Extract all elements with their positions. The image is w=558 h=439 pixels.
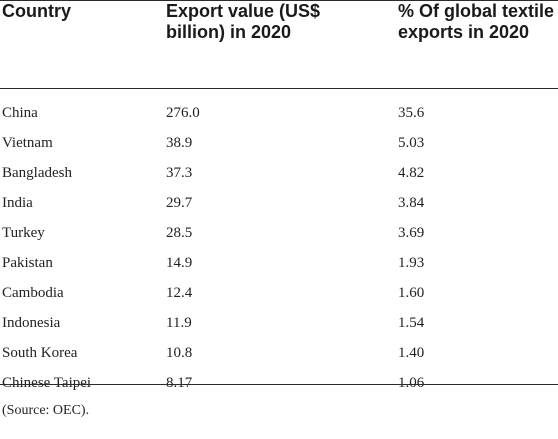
cell-country: Cambodia [2,285,64,301]
cell-country: Pakistan [2,255,53,271]
table-row: Cambodia 12.4 1.60 [0,283,558,313]
cell-country: South Korea [2,345,78,361]
cell-country: India [2,195,33,211]
table-row: Turkey 28.5 3.69 [0,223,558,253]
table-row: Chinese Taipei 8.17 1.06 [0,373,558,403]
cell-export-value: 8.17 [166,375,193,391]
cell-export-value: 11.9 [166,315,192,331]
cell-export-value: 12.4 [166,285,193,301]
table-row: India 29.7 3.84 [0,193,558,223]
cell-pct-global: 35.6 [398,105,425,121]
cell-export-value: 38.9 [166,135,193,151]
cell-export-value: 28.5 [166,225,193,241]
cell-pct-global: 1.54 [398,315,425,331]
table-row: Bangladesh 37.3 4.82 [0,163,558,193]
cell-country: Turkey [2,225,45,241]
header-divider-rule [0,88,558,89]
table-row: China 276.0 35.6 [0,103,558,133]
cell-pct-global: 3.84 [398,195,425,211]
cell-pct-global: 5.03 [398,135,425,151]
cell-pct-global: 1.93 [398,255,425,271]
table-row: South Korea 10.8 1.40 [0,343,558,373]
cell-export-value: 276.0 [166,105,200,121]
cell-export-value: 14.9 [166,255,193,271]
table-row: Vietnam 38.9 5.03 [0,133,558,163]
table-top-rule [0,0,558,1]
cell-country: Indonesia [2,315,61,331]
source-note: (Source: OEC). [2,403,90,418]
cell-export-value: 37.3 [166,165,193,181]
cell-country: Bangladesh [2,165,72,181]
cell-export-value: 10.8 [166,345,193,361]
cell-pct-global: 1.40 [398,345,425,361]
table-row: Pakistan 14.9 1.93 [0,253,558,283]
cell-pct-global: 1.06 [398,375,425,391]
table-bottom-rule [0,384,558,385]
table-row: Indonesia 11.9 1.54 [0,313,558,343]
cell-country: China [2,105,38,121]
cell-export-value: 29.7 [166,195,193,211]
cell-country: Vietnam [2,135,53,151]
header-export-value: Export value (US$ billion) in 2020 [166,1,321,42]
table-body: China 276.0 35.6 Vietnam 38.9 5.03 Bangl… [0,103,558,403]
cell-country: Chinese Taipei [2,375,92,391]
cell-pct-global: 1.60 [398,285,425,301]
header-pct-global: % Of global textile exports in 2020 [398,1,555,42]
cell-pct-global: 3.69 [398,225,425,241]
cell-pct-global: 4.82 [398,165,425,181]
header-country: Country [2,1,71,21]
